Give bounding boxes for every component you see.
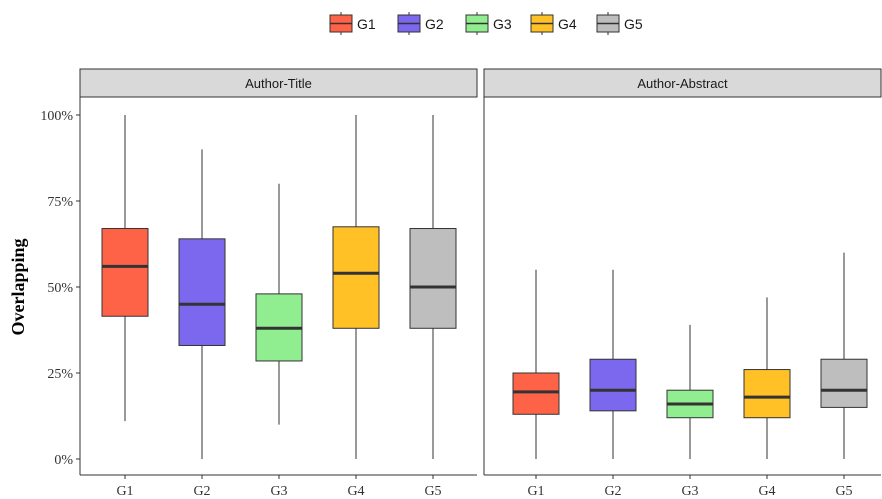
y-tick-label: 50% xyxy=(47,281,73,296)
box-g5 xyxy=(409,115,457,459)
box-g2 xyxy=(178,149,226,459)
legend-label: G5 xyxy=(624,16,643,32)
facet-title: Author-Title xyxy=(245,76,312,91)
box-iqr xyxy=(409,228,457,329)
facet-title: Author-Abstract xyxy=(637,76,728,91)
x-tick-label: G3 xyxy=(681,484,698,499)
x-tick-label: G1 xyxy=(116,484,133,499)
box-iqr xyxy=(589,358,637,412)
facet-author-abstract: Author-Abstract G1 G2 G3 G4 G5 xyxy=(483,68,882,499)
x-tick-label: G2 xyxy=(193,484,210,499)
legend: G1 G2 G3 G4 G5 xyxy=(329,12,643,35)
facet-strip xyxy=(79,68,478,98)
box-g1 xyxy=(512,269,560,459)
box-g4 xyxy=(332,115,380,459)
box-g4 xyxy=(743,297,791,459)
box-iqr xyxy=(332,226,380,329)
box-g3 xyxy=(666,324,714,459)
legend-label: G4 xyxy=(558,16,577,32)
box-iqr xyxy=(101,228,149,317)
y-tick-label: 25% xyxy=(47,367,73,382)
x-tick-label: G2 xyxy=(604,484,621,499)
legend-label: G1 xyxy=(357,16,376,32)
x-tick-label: G4 xyxy=(347,484,364,499)
legend-label: G3 xyxy=(493,16,512,32)
y-axis-label: Overlapping xyxy=(8,238,28,335)
y-tick-label: 0% xyxy=(54,453,73,468)
y-tick-label: 75% xyxy=(47,195,73,210)
legend-item-g3: G3 xyxy=(465,12,512,35)
x-tick-label: G3 xyxy=(270,484,287,499)
box-iqr xyxy=(743,369,791,419)
box-g2 xyxy=(589,269,637,459)
facet-strip xyxy=(483,68,882,98)
box-g1 xyxy=(101,115,149,422)
box-iqr xyxy=(820,358,868,408)
legend-item-g1: G1 xyxy=(329,12,376,35)
box-g3 xyxy=(255,183,303,425)
facet-author-title: Author-Title 0% 25% 50% 75% 100% G1 G2 G3 G4 G5 xyxy=(40,68,478,499)
x-tick-label: G4 xyxy=(758,484,775,499)
box-g5 xyxy=(820,252,868,459)
box-iqr xyxy=(178,238,226,346)
y-tick-label: 100% xyxy=(40,109,73,124)
x-tick-label: G5 xyxy=(424,484,441,499)
x-tick-label: G5 xyxy=(835,484,852,499)
x-tick-label: G1 xyxy=(527,484,544,499)
legend-item-g5: G5 xyxy=(596,12,643,35)
legend-item-g2: G2 xyxy=(397,12,444,35)
legend-item-g4: G4 xyxy=(530,12,577,35)
box-iqr xyxy=(512,372,560,415)
legend-label: G2 xyxy=(425,16,444,32)
